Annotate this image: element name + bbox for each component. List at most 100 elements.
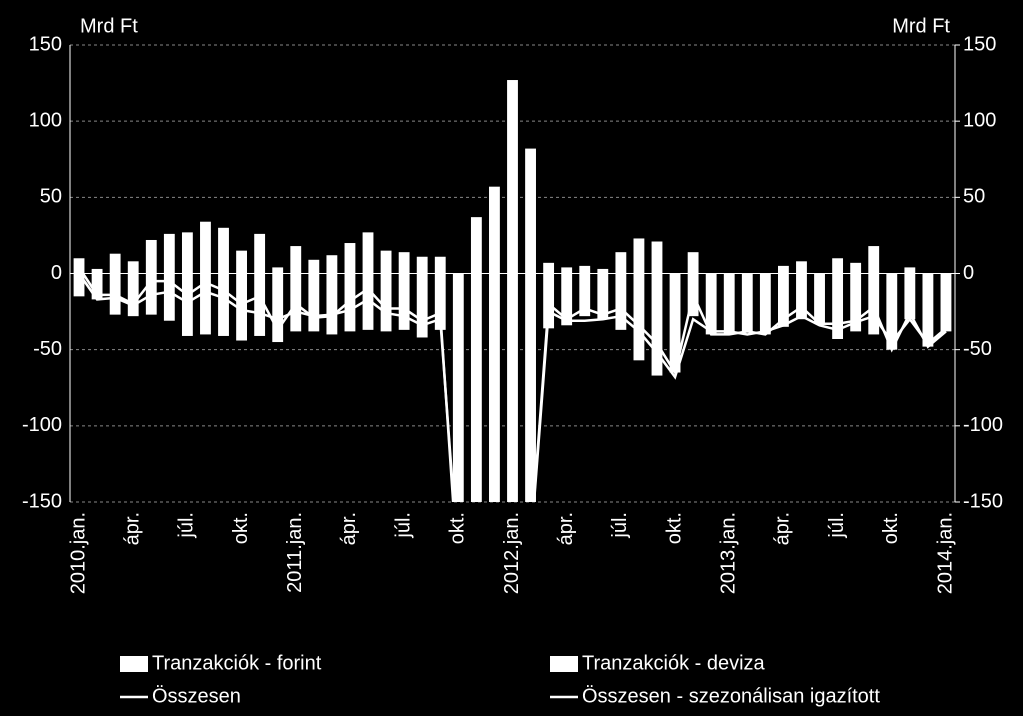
bar (796, 261, 807, 274)
bar (73, 273, 85, 297)
legend-label: Összesen - szezonálisan igazított (582, 685, 880, 707)
x-tick-label: júl. (392, 512, 414, 539)
bar (868, 273, 880, 335)
x-tick-label: 2010.jan. (67, 512, 89, 594)
bar (561, 267, 573, 274)
bar (741, 273, 753, 332)
bar (940, 273, 952, 332)
legend-swatch (550, 656, 578, 672)
x-tick-label: 2012.jan. (501, 512, 523, 594)
bar (434, 256, 446, 274)
bar (145, 239, 157, 274)
legend-label: Tranzakciók - deviza (582, 652, 766, 674)
bar (922, 273, 934, 347)
x-tick-label: okt. (663, 512, 685, 544)
bar (272, 267, 284, 274)
legend-label: Tranzakciók - forint (152, 652, 322, 674)
bar (163, 273, 175, 321)
bar (236, 250, 247, 274)
y-tick-label: 150 (29, 33, 62, 55)
bar (778, 265, 789, 274)
bar (507, 273, 518, 502)
y2-tick-label: -100 (963, 414, 1003, 436)
x-tick-label: ápr. (555, 512, 577, 545)
x-tick-label: ápr. (772, 512, 794, 545)
bar (218, 227, 229, 274)
bar (91, 268, 103, 274)
bar (308, 273, 320, 332)
bar (850, 273, 862, 332)
y2-tick-label: -150 (963, 490, 1003, 512)
bar (362, 273, 374, 330)
bar (507, 80, 518, 274)
x-tick-label: okt. (447, 512, 469, 544)
x-tick-label: júl. (826, 512, 848, 539)
bar (886, 273, 898, 350)
legend-label: Összesen (152, 685, 241, 707)
bar (615, 252, 627, 274)
bar (326, 255, 338, 274)
bar (832, 273, 844, 340)
bar (687, 252, 699, 274)
bar (416, 273, 428, 338)
bar (416, 256, 428, 274)
x-tick-label: 2013.jan. (718, 512, 740, 594)
bar (561, 273, 573, 326)
bar (91, 273, 103, 300)
bar (904, 273, 916, 320)
bar (308, 259, 320, 274)
bar (109, 253, 121, 274)
y2-tick-label: 150 (963, 33, 996, 55)
bar (200, 221, 211, 274)
bar (597, 268, 609, 274)
x-tick-label: 2014.jan. (934, 512, 956, 594)
y-tick-label: 50 (40, 186, 62, 208)
x-tick-label: ápr. (338, 512, 360, 545)
bar (633, 238, 645, 274)
bar (543, 262, 555, 274)
bar (200, 273, 211, 335)
bar (814, 273, 825, 324)
x-tick-label: ápr. (121, 512, 143, 545)
bar (904, 267, 916, 274)
y2-tick-label: 0 (963, 262, 974, 284)
bar (434, 273, 446, 330)
bar (398, 273, 410, 330)
y2-tick-label: 100 (963, 109, 996, 131)
bar (850, 262, 862, 274)
bar (344, 243, 356, 274)
bar (218, 273, 229, 336)
bar (796, 273, 807, 320)
line (78, 272, 947, 502)
bar (236, 273, 247, 341)
x-tick-label: júl. (609, 512, 631, 539)
line (77, 266, 947, 502)
bar (181, 273, 193, 336)
x-tick-label: okt. (880, 512, 902, 544)
bar (832, 258, 844, 274)
bar (868, 246, 880, 274)
bar (525, 273, 536, 502)
bar (163, 233, 175, 274)
plot-area (73, 80, 952, 502)
bar (651, 241, 663, 274)
x-tick-label: 2011.jan. (284, 512, 306, 593)
x-tick-label: júl. (176, 512, 198, 539)
y2-axis-label: Mrd Ft (892, 15, 950, 37)
bar (651, 273, 663, 376)
bar (272, 273, 284, 343)
y2-tick-label: -50 (963, 338, 992, 360)
bar (326, 273, 338, 335)
y-tick-label: -150 (22, 490, 62, 512)
bar (470, 273, 482, 502)
bar (73, 258, 85, 274)
bar (669, 273, 681, 373)
bar (525, 148, 536, 274)
bar (380, 273, 392, 332)
bar (543, 273, 555, 329)
x-tick-label: okt. (230, 512, 252, 544)
y-tick-label: -50 (33, 338, 62, 360)
bar (778, 273, 789, 327)
bar (489, 273, 500, 502)
